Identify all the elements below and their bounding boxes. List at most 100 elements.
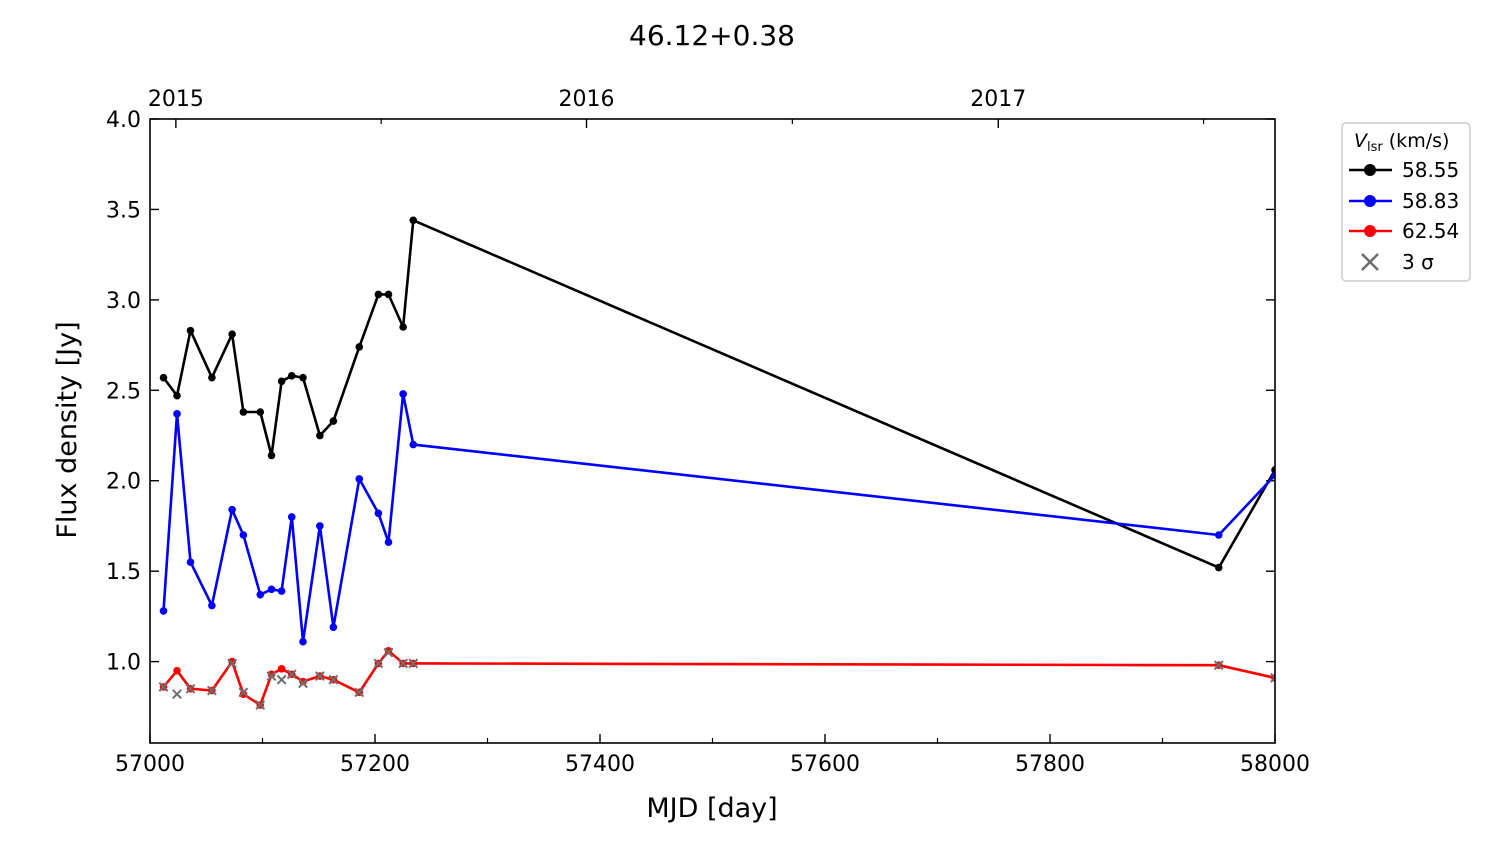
sigma-marker [373,658,384,669]
legend: Vlsr (km/s) 58.55 58.83 62.54 3 σ [1341,122,1471,282]
series-point-58.55 [267,451,276,460]
legend-marker-58.83 [1364,195,1376,207]
series-point-62.54 [173,666,181,675]
series-line-58.83 [162,392,1275,644]
x-tick-label: 57000 [115,752,185,777]
y-tick-label: 1.5 [106,560,141,585]
y-tick-label: 4.0 [106,108,141,133]
sigma-marker [185,683,196,694]
series-point-58.83 [239,531,248,539]
legend-sigma-marker [1361,253,1379,271]
series-point-58.55 [384,290,393,299]
series-point-58.83 [287,513,296,521]
sigma-marker [266,671,277,681]
series-point-58.83 [409,440,418,449]
plot-frame [149,118,1276,744]
sigma-marker [1270,672,1275,683]
series-point-58.55 [239,408,248,416]
sigma-marker [227,658,238,669]
series-point-58.83 [173,410,181,418]
series-point-58.83 [267,585,276,594]
series-point-58.83 [1214,531,1223,539]
sigma-marker [314,671,325,681]
series-point-58.83 [228,505,236,514]
series-point-58.55 [316,431,324,440]
top-year-label: 2017 [970,87,1026,112]
sigma-marker [354,687,365,698]
sigma-marker [238,687,249,698]
legend-box [1341,122,1471,282]
series-point-58.55 [409,216,418,225]
series-point-58.83 [277,587,286,595]
series-point-58.55 [399,323,407,331]
series-point-62.54 [267,670,276,679]
y-tick-label: 3.5 [106,198,141,223]
series-layer [158,216,1275,710]
series-point-58.55 [208,373,216,382]
legend-label: 58.83 [1402,189,1459,213]
axes: 57000 57200 57400 57600 57800 58000 1.0 1.5 2.0 2… [106,87,1310,777]
series-point-58.83 [399,390,407,398]
series-point-58.83 [186,558,195,566]
series-point-58.55 [159,373,168,382]
sigma-marker [298,678,308,689]
y-tick-label: 1.0 [106,651,141,676]
series-point-58.83 [374,509,383,518]
x-tick-label: 58000 [1240,752,1310,777]
sigma-marker [398,658,409,669]
series-point-62.54 [228,657,236,666]
x-tick-label: 57800 [1015,752,1085,777]
legend-marker-58.55 [1364,164,1376,176]
series-point-58.83 [208,601,216,610]
y-tick-label: 2.5 [106,379,141,404]
series-point-62.54 [299,677,307,686]
series-point-58.55 [374,290,383,299]
series-point-62.54 [277,665,286,673]
series-line-58.55 [162,219,1275,569]
series-point-58.83 [384,538,393,547]
series-point-58.55 [256,408,265,416]
sigma-marker [206,685,217,696]
sigma-marker [158,682,169,692]
series-point-58.55 [186,326,195,335]
y-tick-label: 2.0 [106,470,141,495]
series-point-58.55 [355,343,364,351]
series-point-58.55 [173,391,181,400]
sigma-marker [1213,660,1224,671]
top-year-label: 2015 [148,87,204,112]
legend-label: 62.54 [1402,219,1459,243]
series-point-58.83 [329,623,338,632]
series-point-58.83 [159,607,168,615]
sigma-marker [172,689,182,700]
y-axis-label: Flux density [Jy] [52,321,83,538]
series-point-58.55 [287,372,296,380]
sigma-marker [286,669,297,680]
series-point-58.55 [299,373,307,382]
top-year-label: 2016 [559,87,615,112]
y-tick-label: 3.0 [106,289,141,314]
x-tick-label: 57400 [565,752,635,777]
legend-label-sigma: 3 σ [1402,250,1434,274]
legend-marker-62.54 [1364,225,1376,237]
chart-title: 46.12+0.38 [629,19,795,52]
series-point-58.55 [277,377,286,386]
sigma-marker [255,700,266,710]
series-point-62.54 [239,690,248,698]
legend-label: 58.55 [1402,158,1459,182]
series-point-58.55 [329,417,338,425]
plot-area [158,216,1275,710]
x-axis-label: MJD [day] [646,793,777,824]
series-point-58.83 [1271,471,1275,480]
x-tick-label: 57600 [790,752,860,777]
x-tick-label: 57200 [340,752,410,777]
series-point-58.83 [355,475,364,483]
sigma-marker [276,674,287,685]
series-point-58.83 [316,522,324,530]
series-point-58.55 [1214,563,1223,572]
series-point-58.55 [228,330,236,339]
series-point-58.83 [256,590,265,599]
series-point-62.54 [384,646,393,655]
sigma-marker [328,674,339,685]
sigma-marker [408,658,419,669]
